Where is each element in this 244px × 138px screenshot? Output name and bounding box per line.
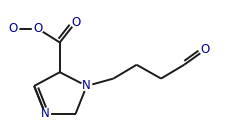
- Circle shape: [8, 24, 19, 33]
- Text: N: N: [82, 79, 91, 92]
- Circle shape: [81, 81, 92, 91]
- Text: O: O: [33, 22, 42, 35]
- Text: O: O: [200, 43, 210, 56]
- Text: N: N: [41, 107, 50, 120]
- Circle shape: [70, 18, 81, 27]
- Text: O: O: [71, 16, 80, 29]
- Circle shape: [32, 24, 43, 33]
- Text: O: O: [9, 22, 18, 35]
- Circle shape: [200, 45, 210, 55]
- Circle shape: [40, 109, 51, 118]
